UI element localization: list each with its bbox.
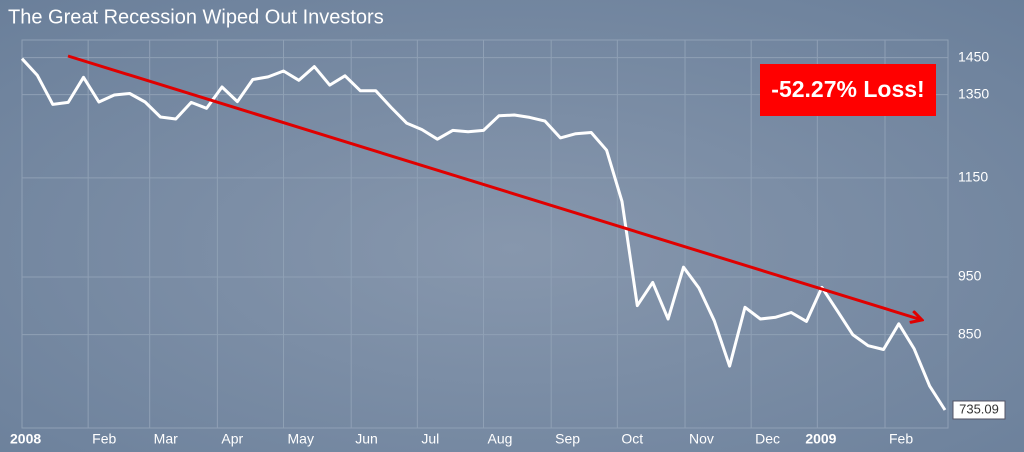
y-tick-label: 1450: [958, 48, 989, 64]
chart-title: The Great Recession Wiped Out Investors: [8, 6, 384, 28]
last-value-box: [952, 400, 1006, 420]
trend-arrow: [67, 54, 922, 320]
x-tick-label: Dec: [755, 431, 780, 447]
x-tick-label: Feb: [92, 431, 116, 447]
price-line: [20, 57, 947, 411]
annotation-box: [760, 64, 936, 116]
x-tick-label: Jul: [421, 431, 439, 447]
y-tick-label: 950: [958, 268, 982, 284]
axes: 850 950 1150 1350 1450 2008 Feb Mar Apr May Jun Jul…: [10, 48, 1006, 447]
y-tick-label: 1350: [958, 85, 989, 101]
x-tick-label: Apr: [221, 431, 243, 447]
x-tick-label: Nov: [689, 431, 714, 447]
x-tick-label: Sep: [555, 431, 580, 447]
x-tick-label: Jun: [355, 431, 378, 447]
x-tick-label: 2009: [805, 431, 836, 447]
x-tick-label: 2008: [10, 431, 41, 447]
x-tick-label: Aug: [488, 431, 513, 447]
x-tick-label: Oct: [621, 431, 643, 447]
y-tick-label: 850: [958, 325, 982, 341]
x-tick-label: Mar: [154, 431, 178, 447]
annotation: -52.27% Loss!: [771, 76, 924, 102]
last-value-label: 735.09: [959, 401, 999, 416]
x-tick-label: May: [288, 431, 314, 447]
x-tick-label: Feb: [889, 431, 913, 447]
grid: [21, 40, 948, 428]
y-tick-label: 1150: [958, 169, 988, 185]
series: [20, 57, 947, 411]
